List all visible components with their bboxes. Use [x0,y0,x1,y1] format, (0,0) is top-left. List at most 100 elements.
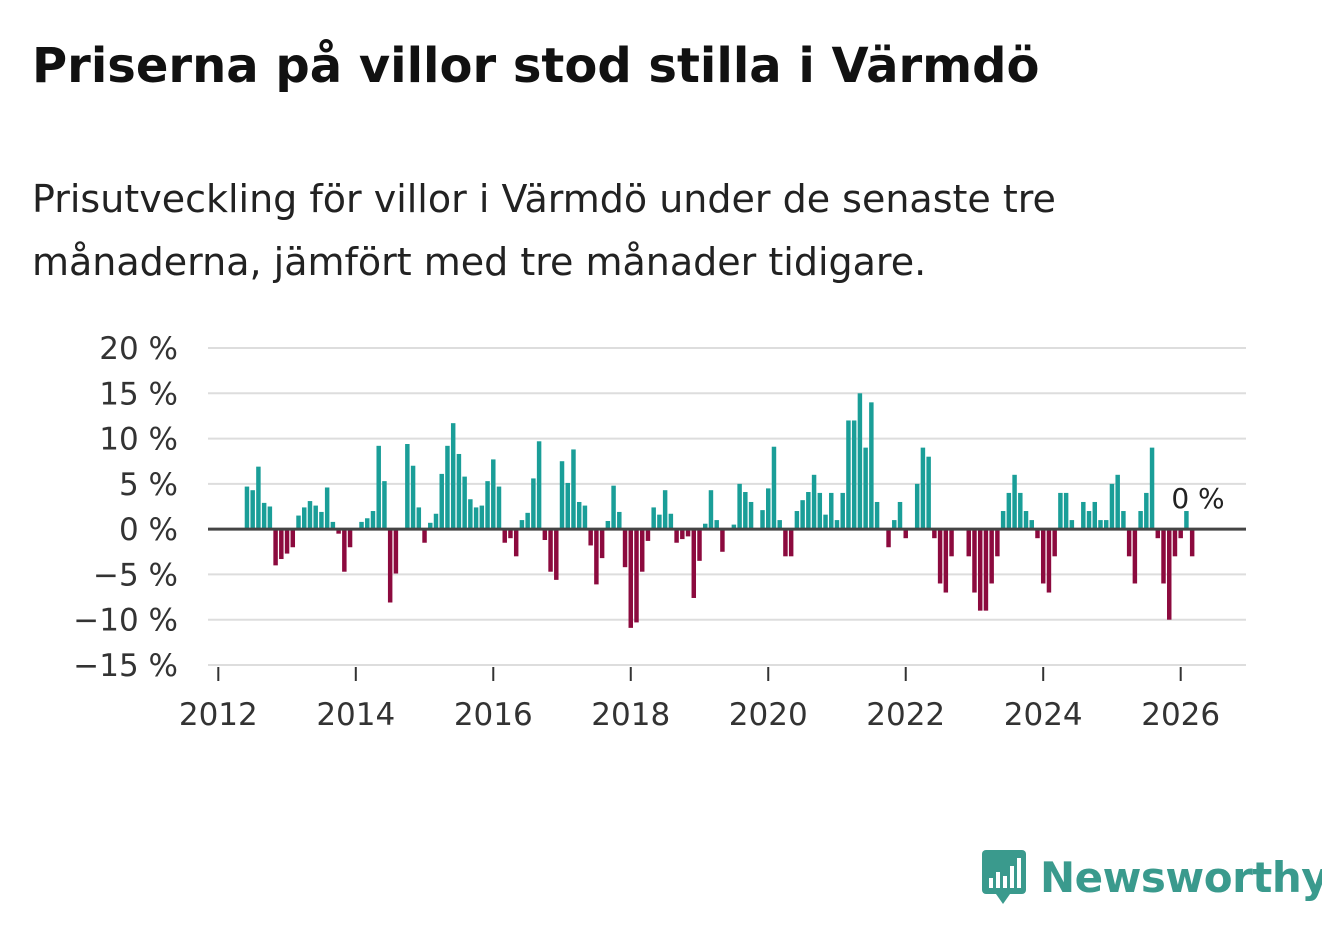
bar [382,481,387,530]
bar [439,473,444,530]
bar [273,529,278,566]
bar [794,511,800,530]
last-value-label: 0 % [1171,482,1224,515]
bar [1167,529,1172,620]
x-tick-label: 2026 [1141,697,1220,733]
bar [416,507,422,530]
newsworthy-logo: Newsworthy [980,846,1322,908]
bar [874,501,880,530]
bar [639,529,645,572]
bar [903,529,908,539]
bar [1132,529,1138,584]
bar [525,512,530,530]
bar [829,492,834,530]
bar [1006,492,1012,530]
bar [605,520,611,530]
bar [433,513,439,530]
x-tick-label: 2012 [179,697,258,733]
bar [1103,520,1109,530]
bar [462,476,467,530]
bar [542,529,548,541]
x-tick-label: 2024 [1004,697,1083,733]
bar [594,529,599,585]
bar [685,529,691,537]
bar [284,529,290,554]
bar [783,529,788,557]
bar [943,529,949,593]
bar [651,507,656,530]
bar [342,529,347,572]
bar [519,520,525,530]
bar [1155,529,1161,539]
bar [428,522,433,530]
bar [708,490,714,530]
bar [1126,529,1132,557]
bar [1161,529,1166,584]
bar [1149,447,1155,530]
bar [576,501,582,530]
bar [1029,520,1034,530]
bar [1144,492,1149,530]
bar [977,529,983,611]
bar [513,529,519,557]
bar [559,461,565,530]
bar [1115,474,1120,530]
bar [347,529,353,548]
bar [1000,511,1006,530]
bar [926,456,931,530]
bar [863,447,868,530]
y-tick-label: 0 % [119,512,178,548]
y-tick-label: 10 % [99,422,178,458]
bar [330,521,336,530]
bar [1058,492,1063,530]
bar [1081,501,1086,530]
bar [393,529,399,574]
y-tick-label: −10 % [73,603,178,639]
bar [949,529,954,557]
bar [1189,529,1195,557]
bar [788,529,794,557]
bar [966,529,971,557]
bar [450,423,456,530]
bar [296,515,301,530]
bar [582,505,588,530]
bar [359,521,364,530]
y-tick-label: −15 % [73,648,178,684]
bar [823,514,828,530]
bar [657,514,662,530]
bar [989,529,994,584]
bar [622,529,628,568]
bar [588,529,593,546]
bar [743,492,748,530]
y-tick-label: −5 % [93,557,178,593]
bar [972,529,977,593]
bar [491,459,496,530]
bar [1012,474,1017,530]
x-tick-label: 2018 [591,697,670,733]
bar [937,529,943,584]
bar [1178,529,1183,539]
bar [479,505,485,530]
bar [307,501,313,530]
bar [1063,492,1069,530]
bar [279,529,284,560]
bar [536,441,542,530]
page-title: Priserna på villor stod stilla i Värmdö [32,38,1040,94]
bar [1052,529,1057,557]
bar-chart-icon [982,850,1026,904]
bar [800,500,805,530]
bar [336,529,341,534]
brand-name: Newsworthy [1040,852,1322,902]
bar [554,529,559,580]
x-tick-label: 2020 [729,697,808,733]
bar [290,529,296,548]
bar [680,529,685,540]
bar [473,507,479,530]
bar [851,420,857,530]
bar [995,529,1000,557]
bar [571,449,576,530]
x-tick-label: 2022 [866,697,945,733]
bar [319,511,324,530]
bar [897,501,903,530]
bar-chart: 20 %15 %10 %5 %0 %−5 %−10 %−15 % 2012 201… [73,331,1246,733]
